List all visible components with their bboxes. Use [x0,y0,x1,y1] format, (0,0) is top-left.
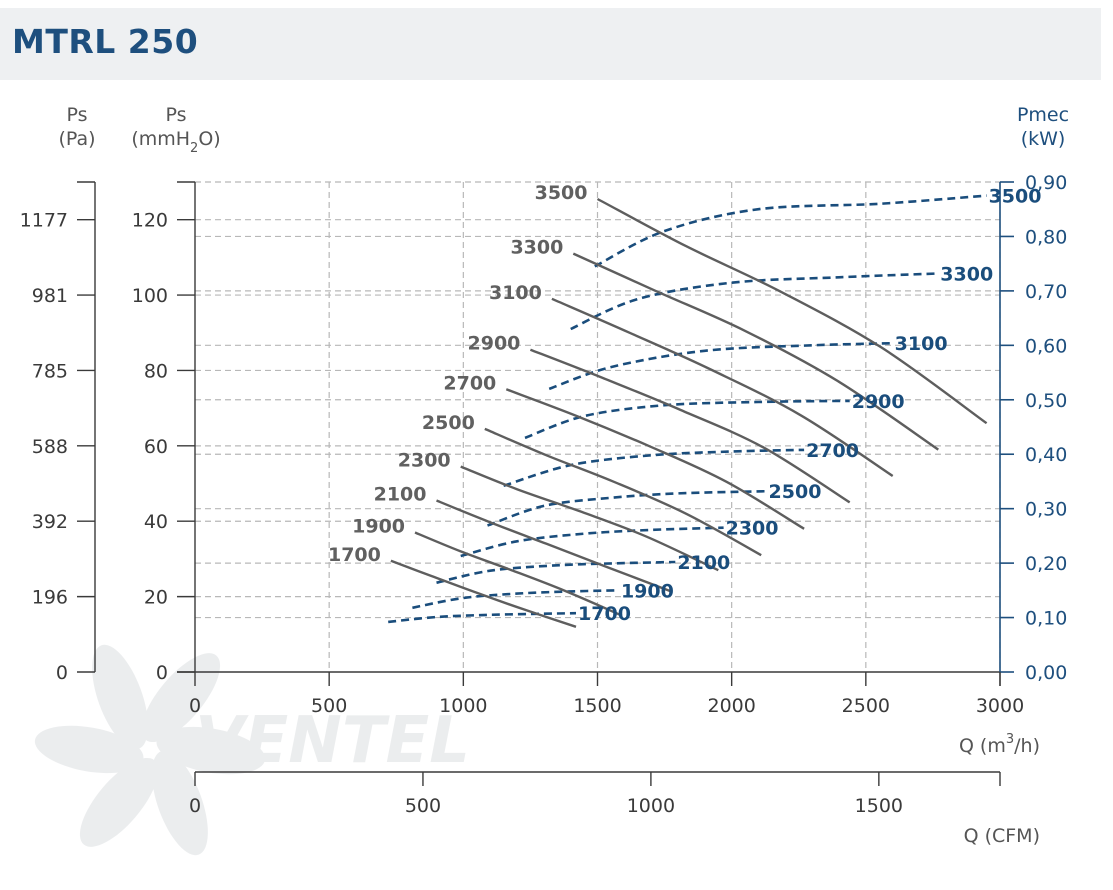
y-axis-pa-title: Ps (Pa) [58,104,95,150]
y2-tick-label: 0,30 [1025,499,1067,521]
pressure-label-2100: 2100 [374,484,427,506]
svg-text:(kW): (kW) [1021,128,1066,150]
x-tick-label: 500 [311,695,347,717]
pressure-curve-1700 [390,559,577,628]
y2-tick-label: 0,00 [1025,662,1067,684]
power-label-2900: 2900 [852,391,905,413]
power-curves [388,194,987,624]
y-pa-tick-label: 785 [32,360,68,382]
y-pa-tick-label: 0 [56,662,68,684]
svg-text:Ps: Ps [66,104,87,126]
x2-tick-label: 1000 [627,795,675,817]
svg-text:Q (m3/h): Q (m3/h) [959,732,1040,757]
x-tick-label: 0 [189,695,201,717]
curve-labels: 1700190021002300250027002900310033003500… [328,182,1041,625]
pressure-curve-1900 [414,531,623,617]
y2-tick-label: 0,90 [1025,172,1067,194]
y2-tick-label: 0,60 [1025,335,1067,357]
pressure-curve-2300 [460,465,719,572]
svg-text:(mmH2O): (mmH2O) [131,128,220,156]
y-mmh2o-tick-label: 0 [156,662,168,684]
y2-tick-label: 0,50 [1025,390,1067,412]
grid [195,181,1001,672]
pressure-curve-2500 [484,427,762,557]
y-pa-tick-label: 1177 [20,210,68,232]
pressure-curve-2100 [436,499,671,593]
power-label-3300: 3300 [940,263,993,285]
power-curve-3500 [594,194,987,268]
power-curve-2900 [524,399,850,440]
x-tick-label: 1500 [573,695,621,717]
power-label-1900: 1900 [621,580,674,602]
y-mmh2o-tick-label: 80 [144,360,168,382]
x-tick-label: 1000 [439,695,487,717]
pressure-label-3300: 3300 [510,237,563,259]
ventel-watermark: VENTEL [34,644,470,856]
axes [77,181,1001,786]
pressure-label-2700: 2700 [443,372,496,394]
power-label-2700: 2700 [806,440,859,462]
y-mmh2o-tick-label: 60 [144,436,168,458]
pressure-label-3500: 3500 [535,182,588,204]
y-pa-tick-label: 392 [32,511,68,533]
y2-axis-kw-title: Pmec (kW) [1017,104,1069,150]
power-curve-2500 [487,489,767,527]
y-pa-tick-label: 588 [32,436,68,458]
y-mmh2o-tick-label: 40 [144,511,168,533]
y2-tick-label: 0,70 [1025,281,1067,303]
x2-tick-label: 0 [189,795,201,817]
pressure-label-2900: 2900 [468,333,521,355]
y2-tick-label: 0,20 [1025,553,1067,575]
power-label-1700: 1700 [578,603,631,625]
pressure-label-2300: 2300 [398,450,451,472]
svg-text:Pmec: Pmec [1017,104,1069,126]
power-curve-1900 [412,589,620,610]
x-axis-title: Q (m3/h) [959,732,1040,757]
power-label-3500: 3500 [989,186,1042,208]
pressure-curve-2700 [505,388,805,530]
power-label-2500: 2500 [769,481,822,503]
y2-tick-label: 0,80 [1025,226,1067,248]
pressure-label-2500: 2500 [422,412,475,434]
pressure-label-1900: 1900 [352,516,405,538]
power-label-2100: 2100 [677,552,730,574]
power-curve-3300 [570,272,939,331]
x-tick-label: 2500 [842,695,890,717]
svg-text:Ps: Ps [165,104,186,126]
y-pa-tick-label: 196 [32,587,68,609]
y2-tick-label: 0,10 [1025,608,1067,630]
power-curve-2700 [503,448,805,488]
x2-axis-title: Q (CFM) [964,825,1040,847]
x-tick-label: 2000 [707,695,755,717]
y-axis-mmh2o-title: Ps (mmH2O) [131,104,220,156]
chart-title: MTRL 250 [12,22,199,61]
power-label-2300: 2300 [726,518,779,540]
y-mmh2o-tick-label: 120 [132,210,168,232]
y2-tick-label: 0,40 [1025,444,1067,466]
x-tick-label: 3000 [976,695,1024,717]
title-bar [0,8,1101,80]
power-curve-3100 [548,341,893,391]
pressure-curves [390,197,988,628]
y-mmh2o-tick-label: 100 [132,285,168,307]
watermark-text: VENTEL [195,704,470,778]
x2-tick-label: 500 [405,795,441,817]
tick-labels: 0 196 392 588 785 981 1177 0 20 40 60 80 100 120 0,00 0… [20,172,1068,817]
pressure-curve-3100 [551,297,894,477]
power-curve-1700 [388,611,577,624]
x2-tick-label: 1500 [855,795,903,817]
svg-text:(Pa): (Pa) [58,128,95,150]
pressure-curve-2900 [529,348,851,504]
y-mmh2o-tick-label: 20 [144,587,168,609]
pressure-curve-3300 [572,252,939,451]
power-curve-2300 [460,526,724,558]
y-pa-tick-label: 981 [32,285,68,307]
pressure-label-1700: 1700 [328,544,381,566]
pressure-curve-3500 [596,197,988,425]
fan-logo-icon [34,644,266,856]
power-label-3100: 3100 [895,333,948,355]
pressure-label-3100: 3100 [489,282,542,304]
power-curve-2100 [436,560,676,584]
